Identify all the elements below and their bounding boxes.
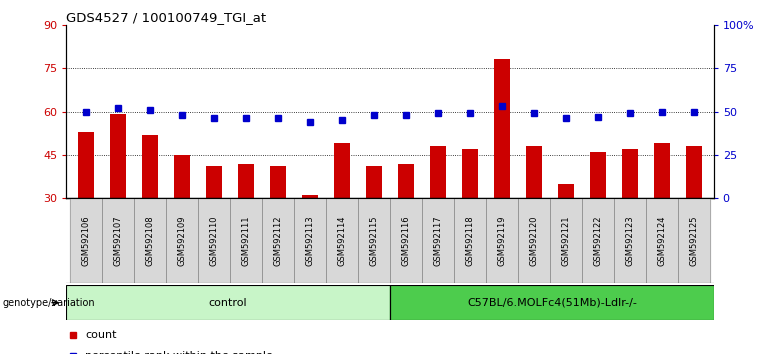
Text: GSM592115: GSM592115: [370, 216, 378, 266]
Bar: [302, 195, 318, 198]
Bar: [326, 198, 358, 283]
Bar: [294, 198, 326, 283]
Text: GSM592106: GSM592106: [81, 215, 90, 266]
Bar: [583, 198, 615, 283]
Bar: [390, 198, 422, 283]
Text: GSM592112: GSM592112: [273, 216, 282, 266]
Bar: [526, 146, 542, 198]
Bar: [197, 198, 230, 283]
Text: GSM592125: GSM592125: [690, 216, 699, 266]
Bar: [165, 198, 197, 283]
Text: GSM592114: GSM592114: [338, 216, 346, 266]
Bar: [518, 198, 550, 283]
Text: count: count: [85, 330, 116, 339]
Text: GSM592116: GSM592116: [402, 215, 410, 266]
Bar: [486, 198, 518, 283]
Bar: [133, 198, 165, 283]
Text: GSM592109: GSM592109: [177, 216, 186, 266]
Text: percentile rank within the sample: percentile rank within the sample: [85, 351, 273, 354]
Bar: [197, 198, 230, 283]
Text: GSM592111: GSM592111: [241, 216, 250, 266]
Bar: [558, 184, 574, 198]
Bar: [358, 198, 390, 283]
Bar: [262, 198, 294, 283]
Bar: [230, 198, 262, 283]
Text: GSM592123: GSM592123: [626, 215, 635, 266]
Bar: [647, 198, 679, 283]
Text: GSM592118: GSM592118: [466, 215, 474, 266]
Text: genotype/variation: genotype/variation: [2, 298, 95, 308]
Bar: [398, 164, 414, 198]
Text: GSM592121: GSM592121: [562, 216, 571, 266]
Bar: [142, 135, 158, 198]
Bar: [294, 198, 326, 283]
Bar: [647, 198, 679, 283]
Bar: [622, 149, 638, 198]
Bar: [238, 164, 254, 198]
Bar: [615, 198, 647, 283]
Bar: [334, 143, 350, 198]
Bar: [358, 198, 390, 283]
Bar: [230, 198, 262, 283]
Bar: [101, 198, 133, 283]
Text: control: control: [209, 298, 247, 308]
Bar: [486, 198, 518, 283]
Bar: [454, 198, 486, 283]
Text: GSM592124: GSM592124: [658, 216, 667, 266]
Text: GSM592110: GSM592110: [209, 216, 218, 266]
Bar: [366, 166, 382, 198]
Bar: [390, 198, 422, 283]
Bar: [174, 155, 190, 198]
Bar: [454, 198, 486, 283]
Text: GSM592117: GSM592117: [434, 215, 442, 266]
Bar: [326, 198, 358, 283]
Bar: [495, 59, 510, 198]
Bar: [550, 198, 583, 283]
Bar: [615, 198, 647, 283]
Bar: [462, 149, 478, 198]
Text: GSM592122: GSM592122: [594, 216, 603, 266]
Bar: [101, 198, 133, 283]
Bar: [679, 198, 711, 283]
Text: GDS4527 / 100100749_TGI_at: GDS4527 / 100100749_TGI_at: [66, 11, 267, 24]
Bar: [66, 285, 390, 320]
Bar: [77, 132, 94, 198]
Bar: [550, 198, 583, 283]
Bar: [109, 114, 126, 198]
Bar: [422, 198, 454, 283]
Bar: [69, 198, 101, 283]
Bar: [262, 198, 294, 283]
Bar: [390, 285, 714, 320]
Bar: [66, 285, 390, 320]
Text: GSM592113: GSM592113: [306, 215, 314, 266]
Bar: [133, 198, 165, 283]
Text: GSM592120: GSM592120: [530, 216, 539, 266]
Bar: [518, 198, 550, 283]
Bar: [422, 198, 454, 283]
Bar: [590, 152, 606, 198]
Bar: [69, 198, 101, 283]
Bar: [679, 198, 711, 283]
Text: GSM592107: GSM592107: [113, 215, 122, 266]
Text: GSM592108: GSM592108: [145, 215, 154, 266]
Bar: [270, 166, 285, 198]
Bar: [165, 198, 197, 283]
Bar: [430, 146, 446, 198]
Bar: [686, 146, 703, 198]
Bar: [654, 143, 671, 198]
Bar: [206, 166, 222, 198]
Bar: [583, 198, 615, 283]
Bar: [390, 285, 714, 320]
Text: C57BL/6.MOLFc4(51Mb)-Ldlr-/-: C57BL/6.MOLFc4(51Mb)-Ldlr-/-: [467, 298, 636, 308]
Text: GSM592119: GSM592119: [498, 216, 507, 266]
